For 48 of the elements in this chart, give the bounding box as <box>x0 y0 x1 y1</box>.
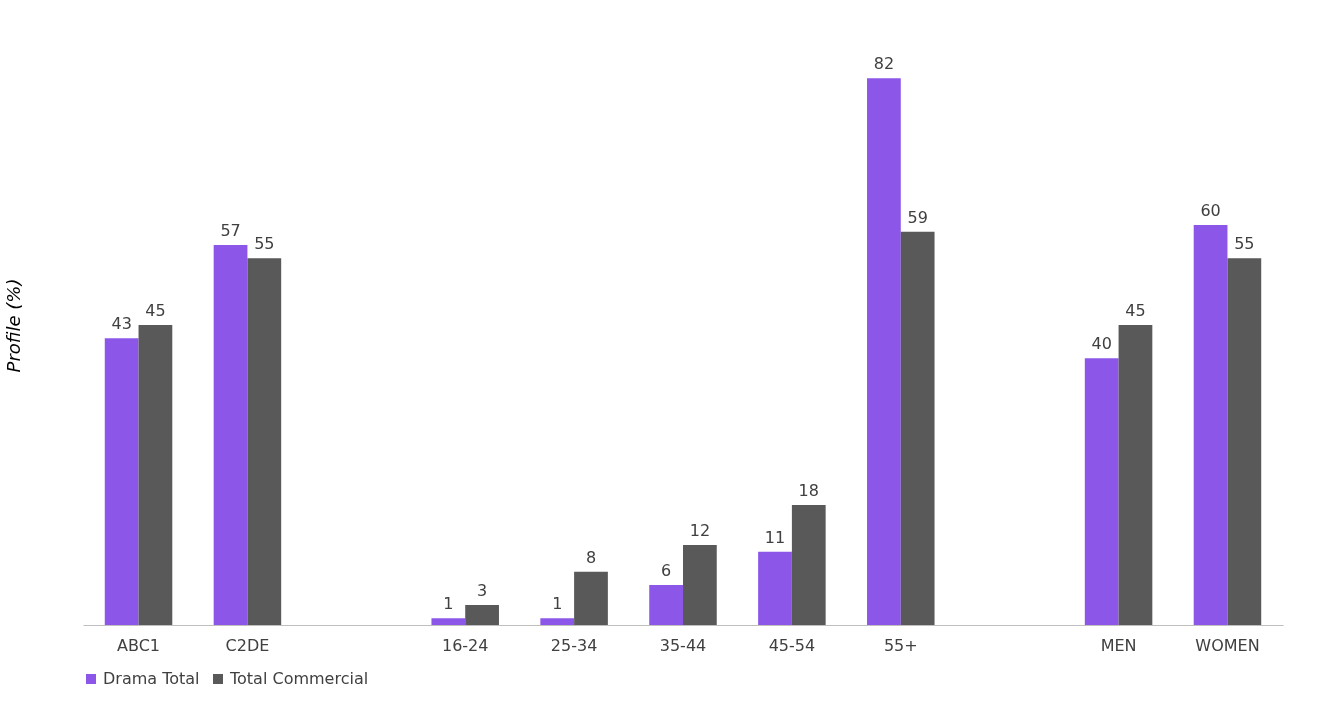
bar <box>683 545 717 625</box>
bar <box>574 571 608 625</box>
x-tick-label: 35-44 <box>659 635 707 655</box>
bar <box>431 618 466 625</box>
data-label: 57 <box>220 221 241 240</box>
bar <box>540 618 575 625</box>
bar <box>867 78 901 625</box>
x-tick-label: MEN <box>1100 635 1137 655</box>
data-label: 1 <box>443 594 454 614</box>
bar <box>900 231 935 625</box>
data-label: 55 <box>1234 234 1255 254</box>
bar <box>649 585 683 625</box>
bar <box>791 505 826 625</box>
data-label: 11 <box>764 527 786 547</box>
data-label: 40 <box>1091 334 1112 354</box>
bar <box>1193 225 1228 625</box>
data-label: 6 <box>661 561 672 580</box>
bar <box>213 245 248 625</box>
data-label: 45 <box>145 301 166 320</box>
data-label: 43 <box>111 314 132 334</box>
data-label: 8 <box>585 547 597 567</box>
data-label: 18 <box>798 481 819 500</box>
y-axis-title: Profile (%) <box>2 278 24 373</box>
x-tick-label: 16-24 <box>441 635 489 655</box>
bar <box>465 605 499 625</box>
x-tick-label: 55+ <box>883 635 918 655</box>
x-tick-label: 25-34 <box>550 635 598 655</box>
x-tick-label: ABC1 <box>117 635 161 655</box>
bar <box>247 258 282 625</box>
x-tick-label: WOMEN <box>1195 635 1260 655</box>
bar <box>104 338 139 625</box>
data-label: 12 <box>689 521 711 540</box>
legend-label: Drama Total <box>103 669 200 688</box>
data-label: 55 <box>254 234 275 254</box>
bar <box>138 325 173 625</box>
data-label: 3 <box>477 581 488 600</box>
data-label: 45 <box>1125 301 1146 320</box>
legend-label: Total Commercial <box>229 669 369 688</box>
x-tick-label: 45-54 <box>768 635 816 655</box>
x-tick-label: C2DE <box>225 635 270 655</box>
bar <box>1084 358 1119 625</box>
bar <box>1118 325 1153 625</box>
bar <box>1227 258 1262 625</box>
data-label: 60 <box>1200 201 1221 220</box>
bar <box>758 551 792 625</box>
data-label: 59 <box>907 207 928 227</box>
data-label: 82 <box>873 54 895 74</box>
data-label: 1 <box>552 594 563 614</box>
